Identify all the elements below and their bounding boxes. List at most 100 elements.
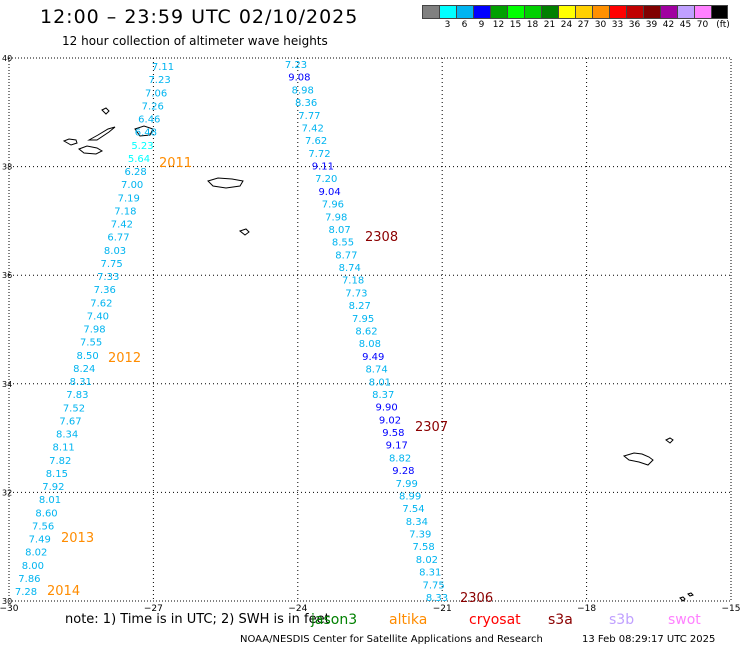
wave-height-label: 8.01 [369, 377, 391, 388]
azores-island [78, 145, 104, 155]
wave-height-label: 7.98 [83, 325, 105, 336]
legend-label: 18 [526, 20, 539, 30]
lon-tick-label: −15 [722, 604, 740, 614]
wave-height-label: 7.73 [345, 288, 367, 299]
canary-island [622, 452, 654, 466]
wave-height-label: 7.67 [59, 416, 81, 427]
wave-height-label: 7.33 [97, 272, 119, 283]
wave-height-label: 7.00 [121, 180, 143, 191]
legend-swatch [711, 5, 728, 19]
lat-tick-label: 36 [2, 271, 12, 280]
wave-height-label: 9.90 [376, 403, 398, 414]
legend-label: 6 [461, 20, 468, 30]
legend-label: 21 [543, 20, 556, 30]
wave-height-label: 8.82 [389, 453, 411, 464]
legend-label: 42 [662, 20, 675, 30]
wave-height-label: 7.86 [18, 574, 40, 585]
legend-swatch [660, 5, 677, 19]
wave-height-label: 7.19 [118, 193, 140, 204]
wave-height-label: 7.23 [285, 60, 307, 71]
page-subtitle: 12 hour collection of altimeter wave hei… [62, 34, 328, 48]
wave-height-label: 7.39 [409, 530, 431, 541]
azores-island [62, 138, 78, 146]
wave-height-label: 8.02 [416, 555, 438, 566]
wave-height-label: 9.49 [362, 352, 384, 363]
wave-height-label: 8.34 [56, 430, 78, 441]
wave-height-label: 7.98 [325, 212, 347, 223]
azores-island [134, 125, 154, 137]
wave-height-label: 7.96 [322, 200, 344, 211]
hour-time-label: 2014 [47, 584, 80, 599]
lon-tick-label: −27 [144, 604, 163, 614]
wave-height-label: 8.00 [22, 561, 44, 572]
wave-height-label: 7.49 [29, 535, 51, 546]
wave-height-label: 7.54 [402, 504, 424, 515]
hour-time-label: 2306 [460, 591, 493, 606]
wave-height-label: 9.58 [382, 428, 404, 439]
legend-swatch [490, 5, 507, 19]
legend-label: 33 [611, 20, 624, 30]
wave-height-label: 9.17 [386, 441, 408, 452]
azores-island [87, 126, 116, 141]
legend-swatch [439, 5, 456, 19]
hour-time-label: 2308 [365, 230, 398, 245]
wave-height-label: 8.99 [399, 491, 421, 502]
legend-swatch [558, 5, 575, 19]
legend-swatch [677, 5, 694, 19]
legend-swatch [626, 5, 643, 19]
legend-swatch [541, 5, 558, 19]
footer-note: note: 1) Time is in UTC; 2) SWH is in fe… [65, 612, 330, 627]
wave-height-label: 7.75 [100, 259, 122, 270]
wave-height-label: 7.92 [42, 482, 64, 493]
wave-height-label: 7.18 [342, 276, 364, 287]
wave-height-label: 8.24 [73, 364, 95, 375]
wave-height-label: 8.07 [329, 225, 351, 236]
wave-height-label: 7.62 [305, 136, 327, 147]
wave-height-label: 8.31 [70, 377, 92, 388]
wave-height-label: 7.82 [49, 456, 71, 467]
wave-height-label: 7.72 [308, 149, 330, 160]
wave-height-label: 8.31 [419, 568, 441, 579]
wave-height-label: 8.03 [104, 246, 126, 257]
legend-label: 9 [478, 20, 485, 30]
wave-height-label: 8.62 [355, 327, 377, 338]
legend-swatch [473, 5, 490, 19]
legend-label: 24 [560, 20, 573, 30]
wave-height-label: 7.77 [298, 111, 320, 122]
legend-label: 30 [594, 20, 607, 30]
wave-height-label: 7.99 [396, 479, 418, 490]
generated-timestamp: 13 Feb 08:29:17 UTC 2025 [582, 634, 716, 645]
lat-tick-label: 32 [2, 488, 12, 497]
legend-swatch [643, 5, 660, 19]
wave-height-label: 9.28 [392, 466, 414, 477]
wave-height-label: 8.77 [335, 250, 357, 261]
wave-height-label: 7.11 [152, 62, 174, 73]
madeira-island [238, 228, 250, 236]
mission-altika: altika [389, 612, 428, 628]
wave-height-label: 5.23 [131, 141, 153, 152]
lon-tick-label: −30 [0, 604, 19, 614]
wave-height-label: 7.55 [80, 338, 102, 349]
lat-tick-label: 38 [2, 163, 12, 172]
legend-labels: 3 6 9 12 15 18 21 24 27 30 33 36 39 42 45 70 (ft) [422, 19, 730, 31]
legend-swatches [422, 5, 728, 19]
wave-height-label: 8.55 [332, 238, 354, 249]
legend-label: 27 [577, 20, 590, 30]
color-scale-legend: 3 6 9 12 15 18 21 24 27 30 33 36 39 42 45 70 (ft) [422, 5, 730, 31]
wave-height-label: 7.20 [315, 174, 337, 185]
mission-jason3: jason3 [311, 612, 358, 628]
wave-height-label: 8.37 [372, 390, 394, 401]
lat-tick-label: 34 [2, 380, 12, 389]
canary-island [679, 596, 686, 602]
wave-height-label: 7.06 [145, 88, 167, 99]
legend-label: 36 [628, 20, 641, 30]
wave-height-label: 8.15 [46, 469, 68, 480]
wave-height-label: 7.40 [87, 311, 109, 322]
legend-label: 39 [645, 20, 658, 30]
mission-s3a: s3a [548, 612, 573, 628]
wave-height-label: 9.11 [312, 162, 334, 173]
wave-height-label: 8.60 [35, 508, 57, 519]
lon-tick-label: −24 [288, 604, 307, 614]
